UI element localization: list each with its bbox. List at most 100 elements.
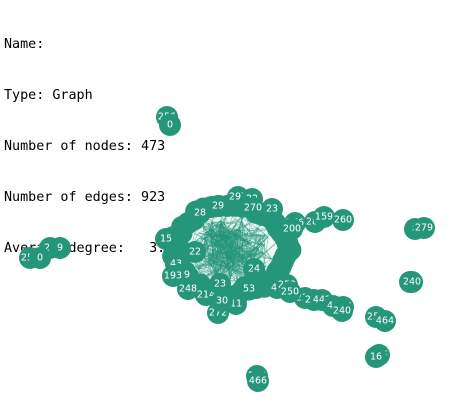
graph-node: 0 [159,114,181,136]
graph-node-circle [238,278,260,300]
graph-edge [199,212,272,260]
graph-node-circle [159,114,181,136]
graph-node-label: 240 [403,277,421,288]
graph-node-label: 23 [214,279,226,290]
node-layer: 2560297222327015292762801592608279259251… [19,106,435,392]
graph-node-circle [365,346,387,368]
graph-node-circle [313,206,335,228]
graph-node-circle [155,228,177,250]
graph-node-circle [331,300,353,322]
graph-node-label: 200 [283,224,301,235]
graph-node-circle [243,258,265,280]
graph-edge [254,234,266,256]
graph-node-label: 30 [216,296,228,307]
graph-node-label: 16 [370,352,382,363]
graph-node-label: 159 [315,212,333,223]
graph-node-circle [332,209,354,231]
graph-edge [220,225,227,228]
graph-edge [227,241,265,246]
graph-edge [241,221,243,225]
graph-node: 23 [209,273,231,295]
graph-node-circle [374,310,396,332]
graph-node-circle [413,217,435,239]
graph-node: 23 [261,198,283,220]
graph-edge [215,225,217,244]
graph-node-label: 0 [37,253,43,264]
graph-node: 200 [281,218,303,240]
graph-edge [220,220,225,233]
graph-node-label: 250 [281,287,299,298]
graph-node: 15 [155,228,177,250]
graph-node-circle [184,241,206,263]
graph-node-label: 464 [376,316,394,327]
graph-node-label: 0 [167,120,173,131]
graph-node: 29 [207,195,229,217]
graph-node-label: 24 [248,264,260,275]
graph-node-label: 279 [415,223,433,234]
graph-node-label: 248 [179,284,197,295]
info-node-count-line: Number of nodes: 473 [4,139,166,154]
info-name-line: Name: [4,37,53,52]
graph-node-circle [279,281,301,303]
graph-node: 193 [162,265,184,287]
graph-node: 16 [365,346,387,368]
graph-node-label: 9 [57,243,63,254]
graph-node-label: 22 [189,247,201,258]
graph-edge [202,220,222,228]
graph-node: 250 [279,281,301,303]
graph-node-circle [49,237,71,259]
graph-node: 30 [211,290,233,312]
graph-node-circle [281,218,303,240]
graph-node-label: 15 [160,234,172,245]
graph-edge [242,217,266,235]
graph-node: 22 [184,241,206,263]
graph-edge [213,223,221,278]
info-type-line: Type: Graph [4,88,93,103]
graph-node: 28 [189,202,211,224]
graph-node: 159 [313,206,335,228]
info-edge-count-line: Number of edges: 923 [4,190,166,205]
graph-node: 248 [177,278,199,300]
graph-node-circle [261,198,283,220]
graph-node-circle [207,195,229,217]
graph-node-label: 260 [334,215,352,226]
graph-node: 466 [247,370,269,392]
graph-edge [211,221,230,233]
graph-node-label: 193 [164,271,182,282]
graph-node-label: 272 [209,308,227,319]
graph-node: 24 [243,258,265,280]
graph-node-circle [401,271,423,293]
graph-node-circle [242,197,264,219]
graph-node: 270 [242,197,264,219]
graph-edge [231,236,269,268]
graph-node-label: 29 [212,201,224,212]
graph-node: 279 [413,217,435,239]
graph-node-label: 53 [243,284,255,295]
graph-node-label: 43 [170,259,182,270]
graph-node: 53 [238,278,260,300]
graph-node-circle [177,278,199,300]
graph-node-label: 270 [244,203,262,214]
graph-node-label: 297 [229,192,247,203]
graph-node: 9 [49,237,71,259]
graph-node-circle [162,265,184,287]
graph-node-label: 28 [194,208,206,219]
graph-edge [194,233,206,238]
graph-node-label: 442 [313,295,331,306]
graph-edge [216,233,238,240]
graph-node-circle [247,370,269,392]
graph-edge [224,229,236,233]
graph-node: 240 [401,271,423,293]
graph-node-label: 23 [266,204,278,215]
graph-node-label: 214 [197,290,215,301]
graph-edge [251,227,258,264]
graph-node-circle [209,273,231,295]
graph-node: 464 [374,310,396,332]
graph-node-label: 11 [230,299,242,310]
graph-node-circle [29,247,51,269]
graph-edge [263,234,266,268]
graph-node: 240 [331,300,353,322]
graph-node-label: 466 [249,376,267,387]
graph-node: 0 [29,247,51,269]
